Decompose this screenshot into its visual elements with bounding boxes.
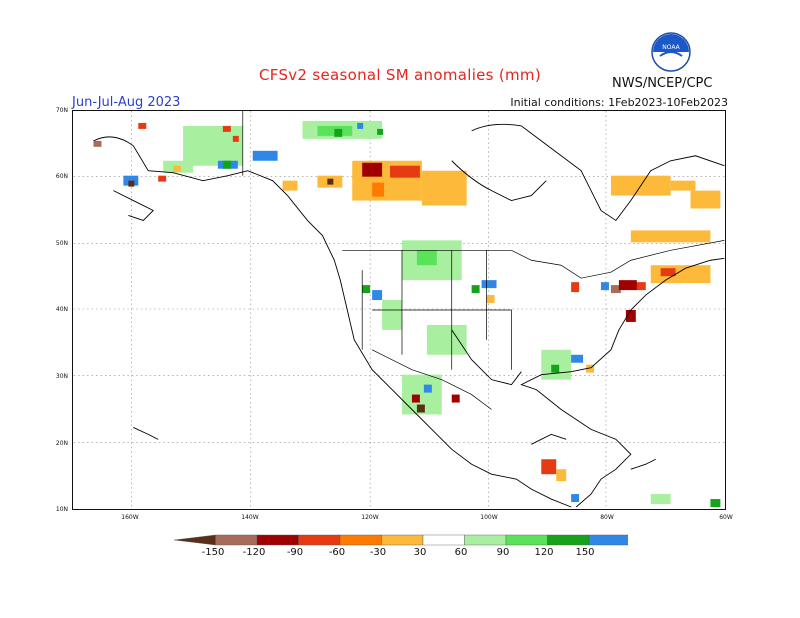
legend-tick: 30 (413, 547, 427, 558)
lon-label: 160W (121, 514, 139, 521)
lat-label: 40N (55, 306, 68, 313)
noaa-logo: NOAA (651, 32, 691, 72)
lat-label: 10N (55, 506, 68, 513)
legend-swatch (422, 534, 465, 546)
logo-text: NOAA (662, 44, 680, 51)
legend-tick: 90 (496, 547, 510, 558)
legend-swatch (256, 534, 299, 546)
legend-swatch (464, 534, 507, 546)
lon-label: 60W (719, 514, 733, 521)
legend-tick: -120 (242, 547, 266, 558)
lat-label: 50N (55, 240, 68, 247)
legend-tick: -150 (201, 547, 225, 558)
legend-swatch (215, 534, 258, 546)
anomaly-cells (93, 120, 721, 508)
legend-tick: -60 (328, 547, 346, 558)
legend-swatch (339, 534, 382, 546)
legend-swatch (547, 534, 590, 546)
boundaries (242, 111, 725, 410)
lat-label: 30N (55, 373, 68, 380)
coastlines (93, 123, 725, 508)
legend-tick: 120 (534, 547, 554, 558)
lat-label: 20N (55, 440, 68, 447)
legend-tick: 60 (454, 547, 468, 558)
legend-tick: -30 (369, 547, 387, 558)
lat-label: 70N (55, 107, 68, 114)
lon-label: 80W (600, 514, 614, 521)
legend-swatch (505, 534, 548, 546)
org-label: NWS/NCEP/CPC (612, 76, 713, 91)
lon-label: 120W (361, 514, 379, 521)
lon-label: 140W (241, 514, 259, 521)
legend-swatch (588, 534, 628, 546)
legend-swatch (298, 534, 341, 546)
initial-conditions: Initial conditions: 1Feb2023-10Feb2023 (510, 96, 728, 109)
forecast-period: Jun-Jul-Aug 2023 (72, 95, 181, 110)
map-title: CFSv2 seasonal SM anomalies (mm) (259, 66, 541, 84)
anomaly-map (72, 110, 726, 510)
legend-tick: 150 (575, 547, 595, 558)
legend-tick: -90 (286, 547, 304, 558)
lat-label: 60N (55, 173, 68, 180)
color-legend (174, 534, 628, 546)
lon-label: 100W (480, 514, 498, 521)
legend-swatch (174, 534, 216, 546)
legend-swatch (381, 534, 424, 546)
